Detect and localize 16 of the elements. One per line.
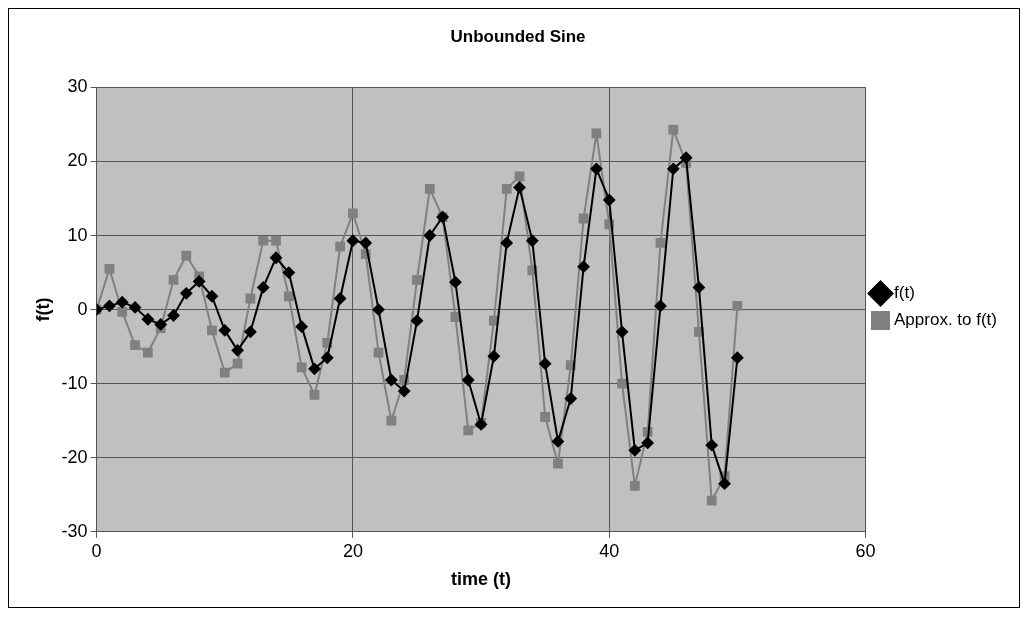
y-axis-title: f(t) <box>32 297 53 322</box>
y-tick-label: 30 <box>67 76 88 97</box>
y-tick-label: -30 <box>61 520 88 541</box>
y-tick-label: -20 <box>61 446 88 467</box>
x-tick-label: 60 <box>855 540 876 561</box>
x-tick-label: 40 <box>599 540 620 561</box>
y-tick-label: 20 <box>67 150 88 171</box>
y-tick-label: 0 <box>77 298 88 319</box>
legend-label: Approx. to f(t) <box>894 310 997 330</box>
legend-label: f(t) <box>894 283 915 303</box>
y-tick-label: -10 <box>61 372 88 393</box>
x-tick-label: 0 <box>91 540 102 561</box>
x-tick-label: 20 <box>342 540 363 561</box>
chart-title: Unbounded Sine <box>450 26 586 46</box>
y-tick-label: 10 <box>67 224 88 245</box>
x-axis-title: time (t) <box>451 569 512 590</box>
